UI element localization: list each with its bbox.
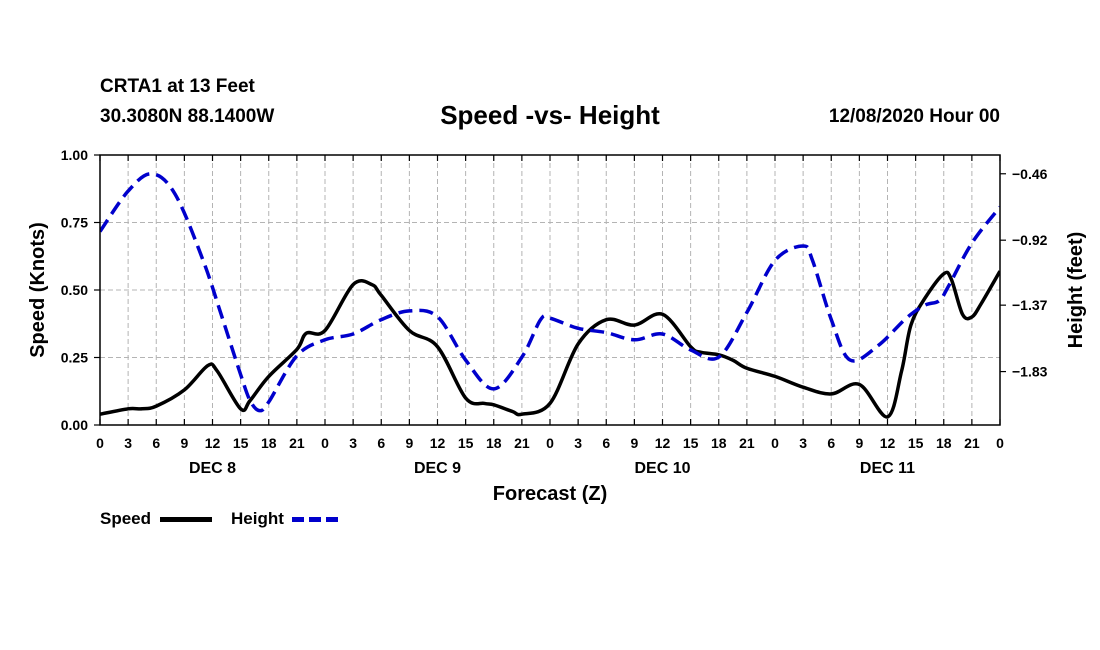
x-tick-label: 6	[602, 435, 610, 451]
legend-height-swatch	[292, 517, 342, 522]
x-tick-label: 15	[683, 435, 699, 451]
day-label: DEC 10	[634, 460, 690, 477]
series-layer	[100, 172, 1000, 419]
x-tick-label: 0	[771, 435, 779, 451]
x-tick-label: 12	[430, 435, 446, 451]
x-tick-label: 18	[486, 435, 502, 451]
x-tick-label: 12	[205, 435, 221, 451]
y-left-tick-label: 1.00	[61, 147, 88, 163]
x-tick-label: 15	[458, 435, 474, 451]
x-tick-label: 9	[855, 435, 863, 451]
legend-height: Height	[231, 509, 284, 529]
x-axis-label: Forecast (Z)	[493, 483, 607, 505]
y-right-tick-label: −1.83	[1012, 364, 1048, 380]
x-tick-label: 9	[180, 435, 188, 451]
x-tick-label: 12	[880, 435, 896, 451]
y-left-tick-label: 0.00	[61, 417, 88, 433]
station-coordinates: 30.3080N 88.1400W	[100, 106, 275, 127]
x-tick-label: 21	[964, 435, 980, 451]
label-layer: 0 3 6 9 12 15 18 21 0 3 6 9 12 15 18 21 0 3 6 9 12 15 18 21 0 3 6 9…	[61, 147, 1048, 477]
x-tick-label: 6	[377, 435, 385, 451]
x-tick-label: 21	[289, 435, 305, 451]
y-axis-left-label: Speed (Knots)	[27, 222, 49, 358]
x-tick-label: 15	[233, 435, 249, 451]
legend-speed-swatch	[160, 517, 212, 522]
x-tick-label: 18	[936, 435, 952, 451]
x-tick-label: 0	[546, 435, 554, 451]
x-tick-label: 6	[152, 435, 160, 451]
x-tick-label: 12	[655, 435, 671, 451]
y-left-tick-label: 0.75	[61, 215, 88, 231]
legend-speed: Speed	[100, 509, 151, 529]
legend-height-label: Height	[231, 509, 284, 528]
day-label: DEC 9	[414, 460, 461, 477]
series-line-speed	[100, 270, 1000, 419]
x-tick-label: 0	[321, 435, 329, 451]
x-tick-label: 3	[799, 435, 807, 451]
x-tick-label: 18	[261, 435, 277, 451]
chart-title: Speed -vs- Height	[440, 100, 660, 130]
x-tick-label: 9	[630, 435, 638, 451]
x-tick-label: 15	[908, 435, 924, 451]
y-right-tick-label: −1.37	[1012, 297, 1048, 313]
x-tick-label: 3	[124, 435, 132, 451]
plot-frame	[99, 154, 1001, 426]
y-right-tick-label: −0.92	[1012, 232, 1048, 248]
series-line-height	[100, 172, 1000, 413]
x-tick-label: 18	[711, 435, 727, 451]
legend-speed-label: Speed	[100, 509, 152, 528]
y-left-tick-label: 0.25	[61, 350, 88, 366]
x-tick-label: 0	[996, 435, 1004, 451]
x-tick-label: 9	[405, 435, 413, 451]
day-label: DEC 11	[860, 460, 915, 477]
x-tick-label: 21	[739, 435, 755, 451]
x-tick-label: 21	[514, 435, 530, 451]
y-left-tick-label: 0.50	[61, 282, 88, 298]
grid-layer	[100, 155, 1000, 425]
y-axis-right-label: Height (feet)	[1065, 232, 1087, 349]
x-tick-label: 3	[574, 435, 582, 451]
x-tick-label: 6	[827, 435, 835, 451]
station-name: CRTA1 at 13 Feet	[100, 76, 255, 97]
run-time: 12/08/2020 Hour 00	[828, 106, 1000, 127]
y-right-tick-label: −0.46	[1012, 166, 1048, 182]
axes-layer	[94, 154, 1006, 426]
x-tick-label: 3	[349, 435, 357, 451]
x-tick-label: 0	[96, 435, 104, 451]
day-label: DEC 8	[189, 460, 236, 477]
